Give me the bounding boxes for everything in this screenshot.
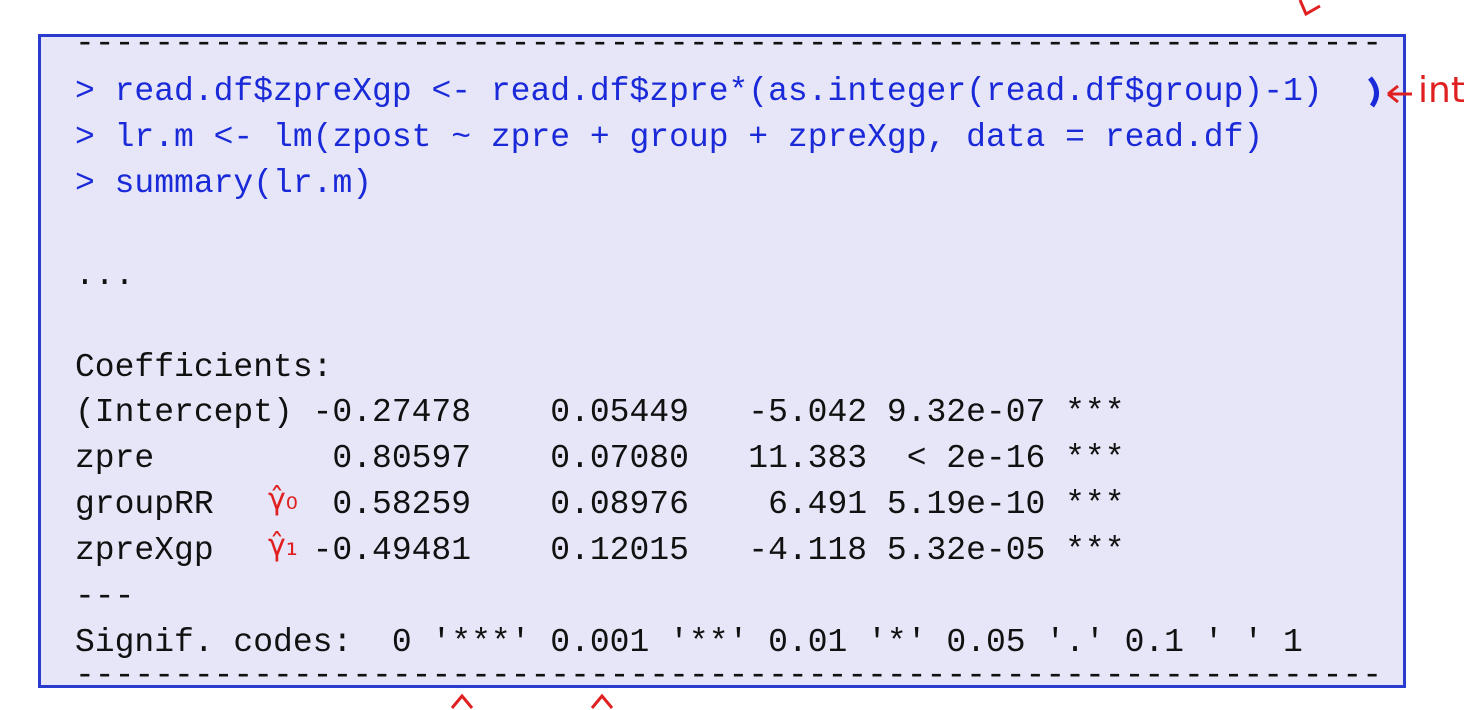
coef-cell: 11.383 [748, 440, 868, 477]
coef-row: (Intercept) -0.27478 0.05449 -5.042 9.32e-07… [75, 393, 1125, 433]
coef-cell: groupRR [75, 486, 214, 523]
coef-cell: 0.08976 [550, 486, 689, 523]
ink-mark [1368, 76, 1379, 108]
coef-cell: -4.118 [748, 532, 868, 569]
rule: ----------------------------------------… [75, 25, 1383, 62]
coef-cell: 5.19e-10 [886, 486, 1046, 523]
command: > lr.m <- lm(zpost ~ zpre + group + zpre… [75, 119, 1264, 156]
coef-cell: -5.042 [748, 394, 868, 431]
rule: ----------------------------------------… [75, 657, 1383, 694]
coef-cell: *** [1065, 486, 1125, 523]
coef-cell: 0.58259 [332, 486, 472, 523]
coef-cell: 0.80597 [332, 440, 472, 477]
ink-hat [450, 693, 474, 709]
annotation: γ̂₀ [268, 482, 298, 517]
coef-cell: 0.07080 [550, 440, 689, 477]
coef-cell: 6.491 [768, 486, 868, 523]
coef-cell: *** [1065, 394, 1125, 431]
coef-cell: zpre [75, 440, 155, 477]
coef-cell: zpreXgp [75, 532, 214, 569]
ellipsis: ... [75, 257, 135, 294]
annotation: int [1418, 70, 1464, 111]
signif-codes: Signif. codes: 0 '***' 0.001 '**' 0.01 '… [75, 624, 1303, 661]
command: > read.df$zpreXgp <- read.df$zpre*(as.in… [75, 73, 1323, 110]
coef-heading: Coefficients: [75, 349, 333, 386]
coef-row: zpre 0.80597 0.07080 11.383 < 2e-16 *** [75, 439, 1125, 479]
coef-row: groupRR 0.58259 0.08976 6.491 5.19e-10 *** [75, 485, 1125, 525]
coef-cell: < 2e-16 [906, 440, 1046, 477]
coef-cell: (Intercept) [75, 394, 293, 431]
ink-mark [1298, 0, 1321, 17]
coef-cell: 0.05449 [550, 394, 689, 431]
ink-arrow [1387, 84, 1412, 104]
command: > summary(lr.m) [75, 165, 373, 202]
coef-cell: -0.27478 [312, 394, 472, 431]
ink-hat [590, 693, 614, 709]
coef-cell: 9.32e-07 [886, 394, 1046, 431]
coef-cell: *** [1065, 532, 1125, 569]
coef-cell: 0.12015 [550, 532, 689, 569]
separator: --- [75, 578, 135, 615]
code-box [38, 34, 1406, 688]
coef-cell: *** [1065, 440, 1125, 477]
coef-row: zpreXgp -0.49481 0.12015 -4.118 5.32e-05 *** [75, 531, 1125, 571]
coef-cell: 5.32e-05 [886, 532, 1046, 569]
coef-cell: -0.49481 [312, 532, 472, 569]
annotation: γ̂₁ [268, 528, 298, 563]
